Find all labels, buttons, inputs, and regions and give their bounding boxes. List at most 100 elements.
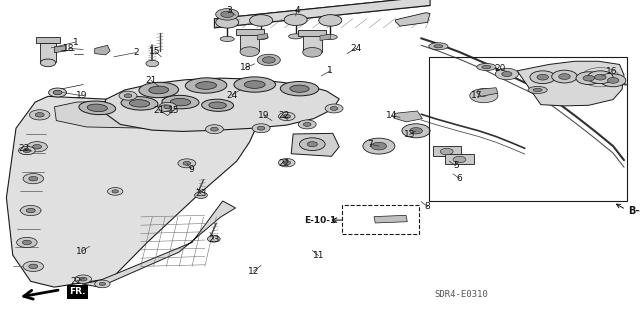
Bar [342, 205, 419, 234]
Text: E-10-1: E-10-1 [305, 216, 337, 225]
Circle shape [29, 176, 38, 181]
Circle shape [53, 90, 62, 95]
Circle shape [240, 47, 259, 56]
Text: 18: 18 [63, 44, 75, 53]
Circle shape [470, 89, 498, 103]
Circle shape [29, 110, 50, 120]
Circle shape [325, 104, 343, 113]
Circle shape [159, 102, 177, 111]
Ellipse shape [280, 81, 319, 96]
Circle shape [262, 57, 275, 63]
Circle shape [495, 68, 518, 80]
Circle shape [502, 71, 512, 77]
Polygon shape [36, 37, 60, 43]
Circle shape [22, 240, 31, 245]
Circle shape [303, 48, 322, 57]
Polygon shape [374, 215, 407, 223]
Circle shape [23, 149, 31, 152]
Text: 14: 14 [386, 111, 397, 120]
Polygon shape [257, 33, 268, 40]
Circle shape [583, 75, 595, 81]
Ellipse shape [186, 78, 227, 93]
Circle shape [205, 125, 223, 134]
Circle shape [95, 280, 110, 288]
Ellipse shape [477, 63, 496, 70]
Text: 21: 21 [153, 106, 164, 115]
Circle shape [164, 105, 172, 109]
Polygon shape [394, 111, 422, 122]
Polygon shape [240, 33, 259, 51]
Ellipse shape [202, 99, 234, 111]
Ellipse shape [434, 45, 443, 48]
Ellipse shape [162, 95, 199, 109]
Circle shape [17, 237, 37, 248]
Circle shape [207, 236, 220, 242]
Circle shape [307, 142, 317, 147]
Text: 22: 22 [278, 111, 290, 120]
Circle shape [23, 261, 44, 271]
Circle shape [178, 159, 196, 168]
Ellipse shape [170, 98, 191, 106]
Ellipse shape [429, 43, 448, 50]
Text: 21: 21 [145, 76, 157, 85]
Circle shape [250, 15, 273, 26]
Text: 23: 23 [195, 189, 207, 198]
Circle shape [303, 122, 311, 126]
Ellipse shape [129, 100, 150, 107]
Text: 4: 4 [294, 6, 300, 15]
Ellipse shape [139, 82, 179, 98]
Circle shape [278, 112, 295, 121]
Circle shape [216, 9, 239, 20]
Polygon shape [303, 33, 322, 52]
Text: 1: 1 [73, 38, 78, 47]
Circle shape [576, 72, 602, 85]
Circle shape [298, 120, 316, 129]
Bar [429, 57, 627, 201]
Circle shape [216, 17, 239, 28]
Text: 23: 23 [208, 235, 220, 244]
Polygon shape [54, 46, 66, 53]
Circle shape [26, 208, 35, 213]
Circle shape [453, 156, 466, 163]
Ellipse shape [533, 88, 542, 92]
Text: 24: 24 [350, 44, 362, 53]
Text: B-4: B-4 [628, 205, 640, 216]
Ellipse shape [290, 85, 309, 92]
Circle shape [371, 142, 387, 150]
Ellipse shape [244, 81, 265, 88]
Text: 17: 17 [471, 91, 483, 100]
Polygon shape [54, 101, 240, 128]
Circle shape [24, 149, 30, 152]
Circle shape [19, 147, 35, 154]
Circle shape [221, 11, 234, 18]
Polygon shape [214, 0, 430, 28]
Circle shape [112, 190, 118, 193]
Circle shape [283, 161, 291, 165]
Circle shape [588, 71, 613, 84]
Circle shape [552, 70, 577, 83]
Circle shape [257, 126, 265, 130]
Circle shape [300, 138, 325, 151]
Text: 1: 1 [328, 66, 333, 75]
Ellipse shape [234, 77, 276, 92]
Ellipse shape [289, 34, 303, 39]
Text: 3: 3 [227, 6, 232, 15]
Circle shape [284, 14, 307, 26]
Text: 22: 22 [70, 277, 81, 286]
Circle shape [33, 145, 42, 149]
Circle shape [600, 74, 626, 87]
Circle shape [607, 78, 619, 83]
Ellipse shape [482, 65, 491, 69]
Ellipse shape [149, 86, 168, 94]
Ellipse shape [79, 101, 116, 115]
Text: 5: 5 [453, 161, 458, 170]
Ellipse shape [196, 82, 216, 89]
Text: SDR4-E0310: SDR4-E0310 [434, 290, 488, 299]
Circle shape [402, 124, 430, 138]
Circle shape [159, 105, 172, 111]
Circle shape [29, 264, 38, 269]
Polygon shape [95, 45, 110, 55]
Text: FR.: FR. [69, 287, 86, 296]
Circle shape [79, 277, 87, 281]
Circle shape [440, 148, 453, 155]
